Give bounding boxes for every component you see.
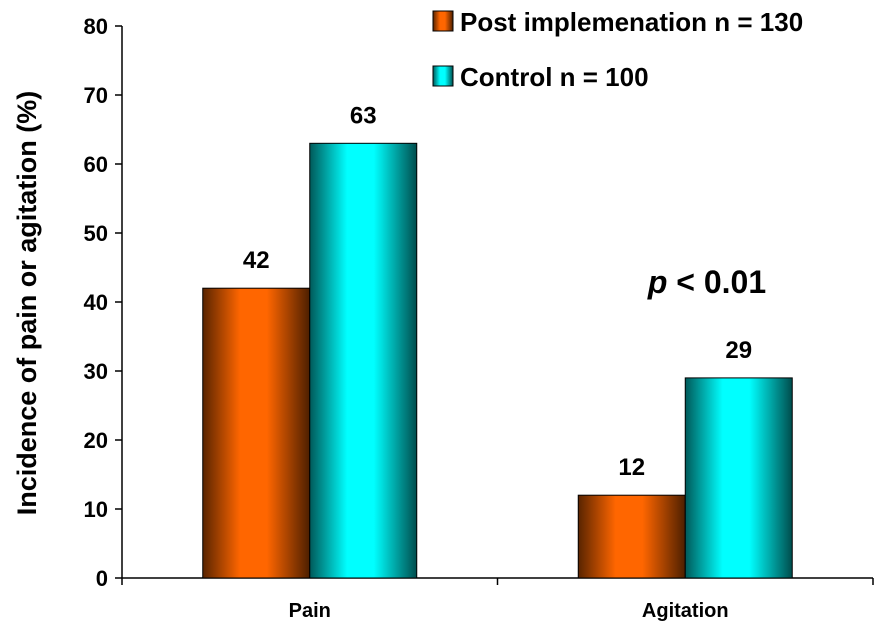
legend-swatch (432, 65, 454, 87)
bar-pain-series-0 (202, 287, 311, 579)
x-category-label: Pain (289, 600, 331, 622)
y-tick-label: 70 (84, 83, 108, 108)
y-tick-label: 30 (84, 359, 108, 384)
p-value-text: < 0.01 (667, 264, 766, 300)
p-value-annotation: p < 0.01 (647, 264, 766, 300)
legend-label: Post implemenation n = 130 (460, 7, 803, 37)
bars (202, 142, 793, 579)
legend-swatch (432, 10, 454, 32)
y-tick-label: 0 (96, 566, 108, 591)
bar-pain-series-1 (309, 142, 418, 579)
y-tick-label: 60 (84, 152, 108, 177)
data-label: 42 (243, 247, 270, 274)
labels: Pain 42 63 Agitation 12 29 (243, 102, 752, 622)
y-tick-label: 40 (84, 290, 108, 315)
data-label: 63 (350, 102, 377, 129)
data-label: 12 (618, 454, 645, 481)
data-label: 29 (725, 337, 752, 364)
bar-agitation-series-1 (684, 377, 793, 579)
p-symbol: p (647, 264, 668, 300)
y-tick-label: 10 (84, 497, 108, 522)
y-tick-label: 80 (84, 14, 108, 39)
legend-label: Control n = 100 (460, 62, 649, 92)
bar-agitation-series-0 (577, 494, 686, 579)
legend: Post implemenation n = 130 Control n = 10… (432, 7, 803, 92)
x-category-label: Agitation (642, 600, 729, 622)
y-tick-label: 20 (84, 428, 108, 453)
y-axis-label: Incidence of pain or agitation (%) (12, 91, 42, 516)
y-tick-label: 50 (84, 221, 108, 246)
